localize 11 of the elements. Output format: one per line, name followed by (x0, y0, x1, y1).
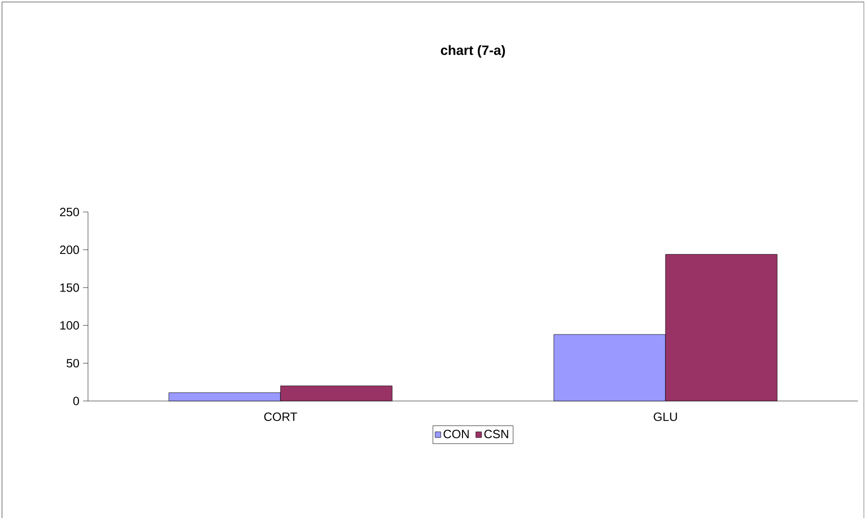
legend-label: CSN (484, 430, 508, 438)
y-tick-label: 100 (60, 321, 80, 330)
legend-label: CON (444, 430, 469, 438)
y-tick-label: 200 (60, 246, 80, 254)
chart-title: chart (7-a) (440, 45, 505, 58)
y-tick-label: 50 (66, 358, 80, 368)
y-tick-label: 0 (73, 396, 80, 406)
x-tick-label: GLU (654, 412, 677, 422)
y-tick-label: 150 (60, 283, 80, 292)
x-tick-label: CORT (264, 412, 298, 422)
y-tick-label: 250 (60, 208, 80, 216)
